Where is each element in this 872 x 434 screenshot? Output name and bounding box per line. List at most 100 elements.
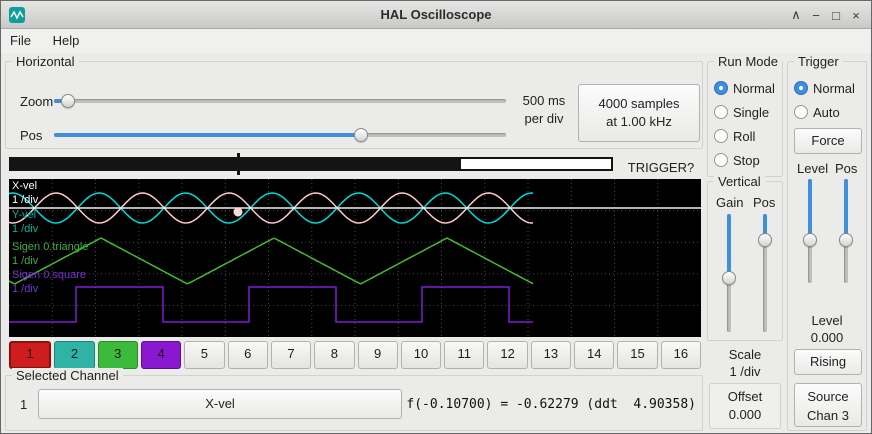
radio-indicator[interactable] xyxy=(794,81,808,95)
zoom-slider-trough[interactable] xyxy=(54,99,506,103)
vertical-pos-slider-knob[interactable] xyxy=(758,232,772,247)
run-mode-group: Run Mode Normal Single Roll Stop xyxy=(707,54,783,177)
menu-help[interactable]: Help xyxy=(52,33,80,48)
scale-label: Scale xyxy=(728,347,762,362)
run-mode-radio-single[interactable]: Single xyxy=(714,100,780,124)
scope-canvas xyxy=(8,179,701,337)
channel-button-15[interactable]: 15 xyxy=(617,341,658,369)
horizontal-pos-slider[interactable] xyxy=(54,127,506,143)
trigger-radio-auto[interactable]: Auto xyxy=(794,100,864,124)
channel-button-11[interactable]: 11 xyxy=(444,341,485,369)
samples-button[interactable]: 4000 samples at 1.00 kHz xyxy=(578,84,700,142)
radio-indicator[interactable] xyxy=(714,153,728,167)
scope-display[interactable]: X-vel 1 /div Y-vel 1 /div Sigen 0.triangle 1 … xyxy=(8,179,701,337)
channel-button-1[interactable]: 1 xyxy=(9,341,52,369)
force-button[interactable]: Force xyxy=(794,128,862,154)
close-button[interactable]: × xyxy=(852,7,860,23)
run-mode-options: Normal Single Roll Stop xyxy=(714,76,780,172)
per-div-unit: per div xyxy=(524,111,564,126)
titlebar[interactable]: HAL Oscilloscope ∧ − □ × xyxy=(1,1,871,29)
radio-indicator[interactable] xyxy=(714,129,728,143)
gain-slider[interactable] xyxy=(721,214,737,332)
offset-label: Offset xyxy=(727,389,763,404)
run-mode-group-label: Run Mode xyxy=(714,54,782,69)
channel-button-5[interactable]: 5 xyxy=(184,341,225,369)
channel-button-7[interactable]: 7 xyxy=(270,341,312,369)
vertical-pos-slider-trough[interactable] xyxy=(763,214,767,332)
maximize-button[interactable]: □ xyxy=(832,7,840,23)
trigger-radio-normal[interactable]: Normal xyxy=(794,76,864,100)
pos-slider-fill xyxy=(54,133,362,137)
trigger-level-slider[interactable] xyxy=(802,179,818,283)
source-button[interactable]: Source Chan 3 xyxy=(794,383,862,427)
offset-value: 0.000 xyxy=(728,407,762,422)
trigger-group: Trigger Normal Auto Force Level Pos Level… xyxy=(787,54,867,431)
channel-button-12[interactable]: 12 xyxy=(487,341,528,369)
gain-label: Gain xyxy=(716,195,744,210)
trigger-pos-slider[interactable] xyxy=(838,179,854,283)
radio-label: Normal xyxy=(733,80,775,96)
trigger-options: Normal Auto xyxy=(794,76,864,124)
channel-button-9[interactable]: 9 xyxy=(357,341,398,369)
edge-button[interactable]: Rising xyxy=(794,349,862,375)
capture-overview-bar[interactable] xyxy=(9,157,613,171)
trigger-level-readout-label: Level xyxy=(811,313,843,328)
radio-indicator[interactable] xyxy=(714,105,728,119)
zoom-slider[interactable] xyxy=(54,93,506,109)
trigger-question-label: TRIGGER? xyxy=(627,160,695,175)
offset-readout: Offset 0.000 xyxy=(709,383,781,429)
channel-button-4[interactable]: 4 xyxy=(140,341,182,369)
channel-name-button[interactable]: X-vel xyxy=(38,389,402,419)
per-div-value: 500 ms xyxy=(522,93,566,108)
run-mode-radio-roll[interactable]: Roll xyxy=(714,124,780,148)
trigger-level-readout: Level 0.000 xyxy=(788,312,866,346)
trace-y-vel xyxy=(8,192,534,224)
run-mode-radio-normal[interactable]: Normal xyxy=(714,76,780,100)
trigger-level-label: Level xyxy=(797,161,829,176)
minimize-button[interactable]: − xyxy=(812,7,820,23)
gain-slider-knob[interactable] xyxy=(722,270,736,285)
channel-button-3[interactable]: 3 xyxy=(97,341,138,369)
shade-button[interactable]: ∧ xyxy=(791,7,801,22)
horizontal-group-label: Horizontal xyxy=(12,54,79,69)
channel-button-13[interactable]: 13 xyxy=(530,341,572,369)
scale-readout: Scale 1 /div xyxy=(707,346,783,380)
zoom-slider-knob[interactable] xyxy=(60,94,75,108)
selected-channel-group-label: Selected Channel xyxy=(12,368,123,383)
vertical-pos-slider[interactable] xyxy=(757,214,773,332)
run-mode-radio-stop[interactable]: Stop xyxy=(714,148,780,172)
channel-button-2[interactable]: 2 xyxy=(54,341,95,369)
trigger-level-slider-fill xyxy=(808,179,812,241)
trigger-group-label: Trigger xyxy=(794,54,843,69)
per-div-readout: 500 ms per div xyxy=(512,92,576,128)
radio-indicator[interactable] xyxy=(794,105,808,119)
zoom-label: Zoom xyxy=(20,94,54,109)
radio-label: Roll xyxy=(733,128,756,144)
trigger-level-slider-knob[interactable] xyxy=(803,233,817,248)
scope-label: Sigen 0.triangle xyxy=(12,241,89,253)
scope-label: 1 /div xyxy=(12,223,39,235)
channel-button-16[interactable]: 16 xyxy=(660,341,701,369)
vertical-pos-label: Pos xyxy=(753,195,776,210)
vertical-group: Vertical Gain Pos xyxy=(707,174,783,341)
trigger-level-readout-value: 0.000 xyxy=(810,330,844,345)
radio-indicator[interactable] xyxy=(714,81,728,95)
channel-button-10[interactable]: 10 xyxy=(400,341,442,369)
channel-button-6[interactable]: 6 xyxy=(227,341,268,369)
source-label: Source xyxy=(807,389,849,404)
menu-file[interactable]: File xyxy=(10,33,31,48)
pos-slider-knob[interactable] xyxy=(354,128,369,142)
menubar: File Help xyxy=(1,29,871,53)
radio-label: Auto xyxy=(813,104,840,120)
trace-square xyxy=(9,286,533,323)
trace-triangle xyxy=(8,237,534,285)
trigger-pos-slider-knob[interactable] xyxy=(839,233,853,248)
gain-slider-fill xyxy=(727,214,731,278)
selected-channel-group: Selected Channel 1 X-vel f(-0.10700) = -… xyxy=(5,368,703,431)
trigger-pos-slider-fill xyxy=(844,179,848,241)
channel-button-14[interactable]: 14 xyxy=(574,341,615,369)
channel-button-8[interactable]: 8 xyxy=(314,341,355,369)
app-icon xyxy=(9,7,25,23)
selected-channel-index: 1 xyxy=(20,397,28,412)
